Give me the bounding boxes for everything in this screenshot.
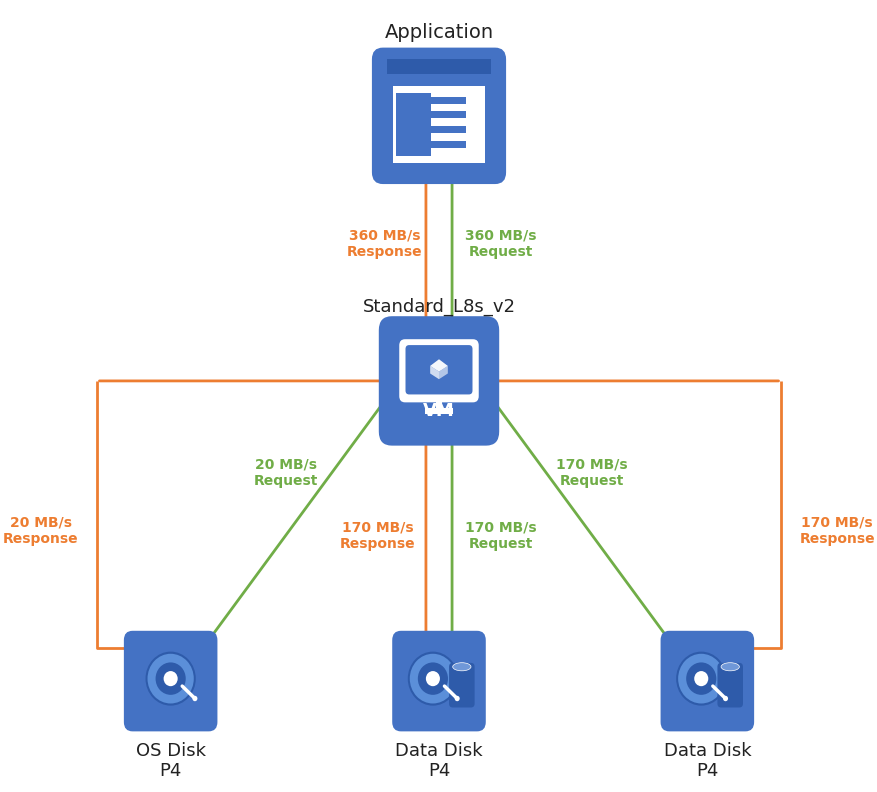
Circle shape [410,653,455,703]
Circle shape [147,653,194,703]
FancyBboxPatch shape [399,339,478,402]
Bar [426,112,465,118]
Ellipse shape [453,663,470,671]
Text: 170 MB/s
Response: 170 MB/s Response [799,516,874,546]
Circle shape [425,671,439,686]
FancyBboxPatch shape [124,630,217,731]
Circle shape [675,652,725,706]
FancyBboxPatch shape [372,48,505,184]
Bar [426,126,465,133]
Circle shape [146,652,196,706]
Bar [426,141,465,147]
Text: OS Disk
P4: OS Disk P4 [135,741,205,780]
Text: 170 MB/s
Request: 170 MB/s Request [464,521,536,551]
Circle shape [407,652,458,706]
Text: Data Disk
P4: Data Disk P4 [663,741,751,780]
FancyBboxPatch shape [660,630,753,731]
Text: 360 MB/s
Request: 360 MB/s Request [464,228,536,259]
Bar [393,86,484,163]
Polygon shape [430,366,438,379]
Text: VM: VM [423,402,454,421]
Bar [424,409,453,414]
Circle shape [677,653,724,703]
Bar [396,93,431,156]
Polygon shape [430,360,447,371]
Text: 170 MB/s
Response: 170 MB/s Response [339,521,415,551]
Ellipse shape [720,663,738,671]
FancyBboxPatch shape [378,316,499,446]
Polygon shape [438,366,447,379]
Text: Data Disk
P4: Data Disk P4 [395,741,482,780]
Bar [436,396,441,409]
Circle shape [694,671,708,686]
Text: 170 MB/s
Request: 170 MB/s Request [556,458,627,488]
Circle shape [722,696,727,701]
Circle shape [192,696,197,701]
Bar [426,97,465,104]
Bar [387,59,490,74]
Text: 360 MB/s
Response: 360 MB/s Response [346,228,422,259]
FancyBboxPatch shape [405,345,472,394]
Circle shape [417,662,447,695]
Text: Standard_L8s_v2: Standard_L8s_v2 [362,298,515,316]
FancyBboxPatch shape [717,663,742,707]
Text: 20 MB/s
Response: 20 MB/s Response [3,516,78,546]
Text: 20 MB/s
Request: 20 MB/s Request [253,458,317,488]
Text: Application: Application [384,23,493,42]
FancyBboxPatch shape [448,663,474,707]
Circle shape [454,696,460,701]
Circle shape [155,662,186,695]
FancyBboxPatch shape [392,630,485,731]
Circle shape [686,662,716,695]
Circle shape [163,671,177,686]
